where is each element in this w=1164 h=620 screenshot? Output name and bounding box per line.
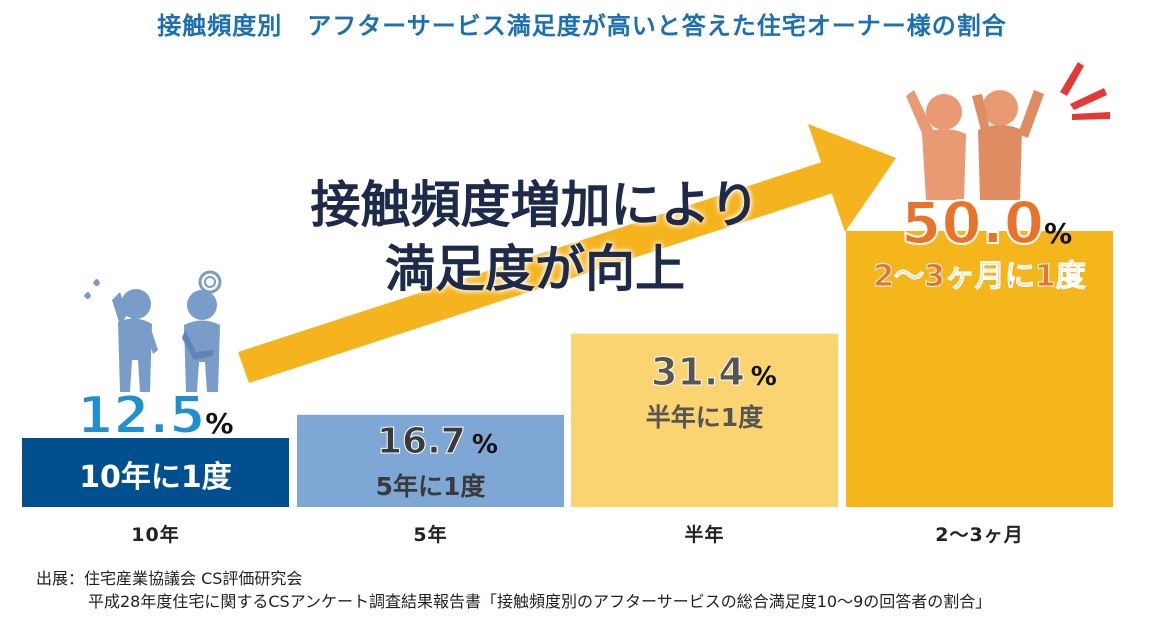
frequency-label-10y: 10年に1度 — [79, 460, 232, 495]
happy-people-icon — [906, 90, 1044, 200]
sad-people-icon — [84, 270, 222, 392]
bar-10y — [22, 438, 289, 507]
source-line1: 出展：住宅産業協議会 CS評価研究会 — [36, 569, 303, 588]
category-label-2-3-months: 2～3ヶ月 — [935, 524, 1024, 546]
category-label-half-year: 半年 — [684, 524, 725, 546]
value-label-half-year: 31.4% — [651, 349, 777, 394]
value-label-5y: 16.7% — [377, 420, 498, 462]
bar-5y — [297, 414, 564, 507]
value-label-10y: 12.5% — [76, 385, 234, 447]
bar-group — [22, 231, 1113, 507]
excitement-lines-icon — [1060, 62, 1110, 120]
bar-2-3-months — [846, 231, 1113, 507]
trend-arrow-icon — [238, 124, 896, 383]
headline-line2: 満足度が向上 — [385, 240, 685, 298]
headline-line1: 接触頻度増加により — [310, 176, 760, 234]
value-label-2-3-months: 50.0% — [900, 188, 1073, 258]
category-label-5y: 5年 — [413, 524, 448, 546]
frequency-label-half-year: 半年に1度 — [645, 402, 764, 432]
frequency-label-5y: 5年に1度 — [375, 471, 486, 501]
source-line2: 平成28年度住宅に関するCSアンケート調査結果報告書「接触頻度別のアフターサービ… — [88, 592, 992, 611]
category-label-10y: 10年 — [131, 524, 180, 546]
bar-half-year — [571, 333, 838, 507]
frequency-label-2-3-months: 2～3ヶ月に1度 — [873, 259, 1087, 295]
chart-title: 接触頻度別 アフターサービス満足度が高いと答えた住宅オーナー様の割合 — [157, 12, 1007, 40]
